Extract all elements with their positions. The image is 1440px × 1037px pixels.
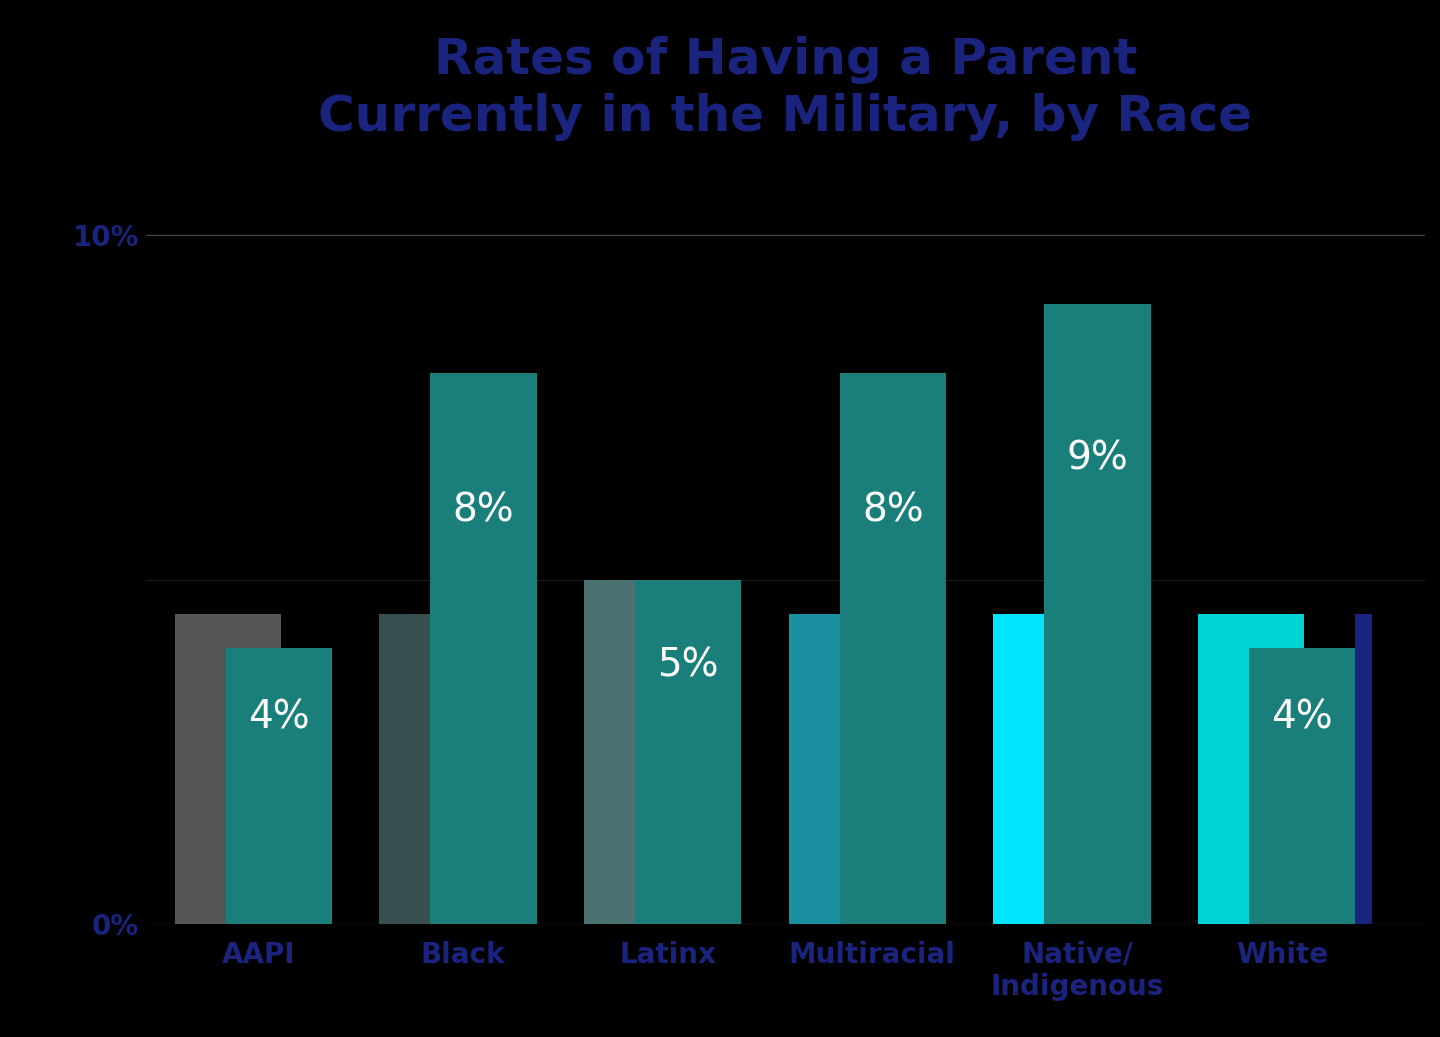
Bar [635, 580, 742, 924]
Bar [379, 614, 485, 924]
Bar [431, 372, 537, 924]
Text: 4%: 4% [248, 698, 310, 736]
Text: 8%: 8% [863, 492, 923, 530]
Bar [1044, 304, 1151, 924]
Text: 4%: 4% [1272, 698, 1333, 736]
Text: 8%: 8% [452, 492, 514, 530]
Bar [1198, 614, 1305, 924]
Text: 9%: 9% [1067, 440, 1129, 478]
Bar [174, 614, 281, 924]
Title: Rates of Having a Parent
Currently in the Military, by Race: Rates of Having a Parent Currently in th… [318, 35, 1253, 141]
Bar [840, 372, 946, 924]
Bar [789, 614, 894, 924]
Bar [994, 614, 1100, 924]
Bar [583, 580, 690, 924]
Text: 5%: 5% [658, 647, 719, 684]
Bar [1355, 614, 1372, 924]
Bar [226, 648, 333, 924]
Bar [1248, 648, 1355, 924]
